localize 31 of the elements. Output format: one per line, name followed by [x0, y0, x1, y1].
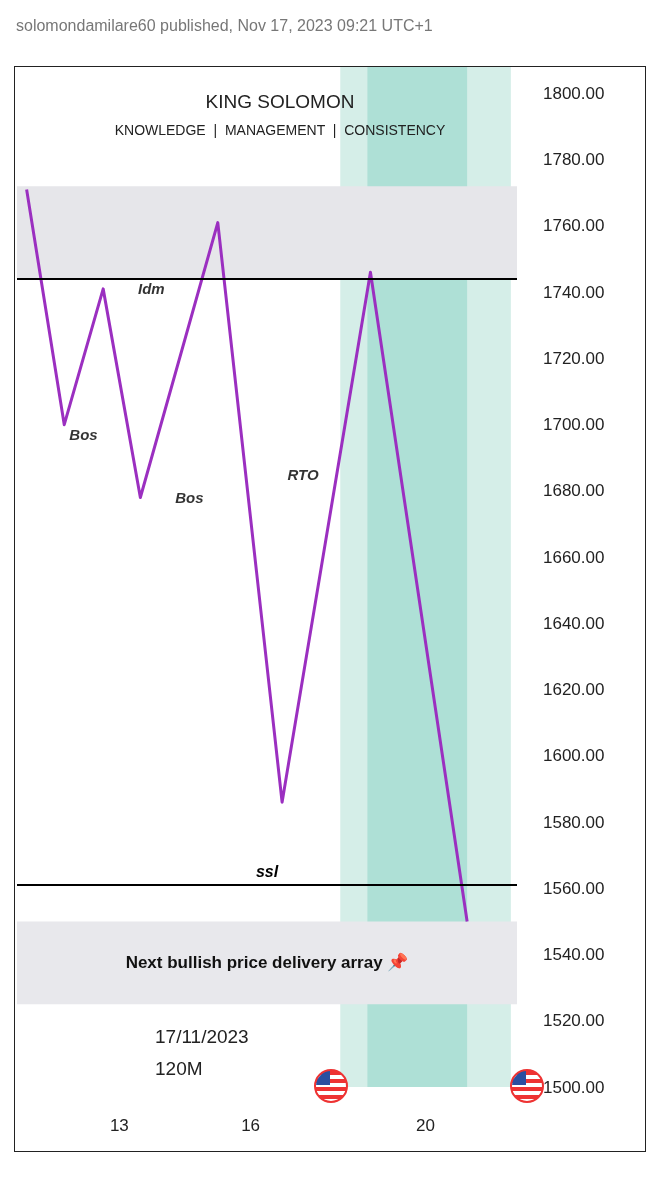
line-series: [25, 188, 469, 923]
text: KNOWLEDGE | MANAGEMENT | CONSISTENCY: [114, 122, 446, 138]
y-tick-label: 1560.00: [543, 878, 605, 898]
y-tick-label: 1680.00: [543, 481, 605, 501]
y-tick-label: 1600.00: [543, 746, 605, 766]
y-tick-label: 1580.00: [543, 812, 605, 832]
y-tick-label: 1720.00: [543, 348, 605, 368]
y-tick-label: 1740.00: [543, 282, 605, 302]
annotation: 120M: [155, 1058, 203, 1079]
y-tick-label: 1760.00: [543, 216, 605, 236]
band-label: Next bullish price delivery array 📌: [125, 952, 409, 973]
y-tick-label: 1700.00: [543, 415, 605, 435]
y-tick-label: 1540.00: [543, 945, 605, 965]
text: KING SOLOMON: [205, 91, 355, 112]
text: solomondamilare60 published, Nov 17, 2023 09:21 UTC+1: [16, 16, 434, 36]
annotation: RTO: [287, 465, 319, 483]
y-tick-label: 1800.00: [543, 83, 605, 103]
annotation: Bos: [69, 426, 98, 444]
ref-line-label: ssl: [255, 863, 279, 881]
y-tick-label: 1620.00: [543, 680, 605, 700]
annotation: 17/11/2023: [155, 1026, 249, 1047]
y-tick-label: 1660.00: [543, 547, 605, 567]
y-tick-label: 1520.00: [543, 1011, 605, 1031]
y-tick-label: 1780.00: [543, 150, 605, 170]
annotation: Bos: [175, 489, 204, 507]
x-tick-label: 13: [109, 1116, 129, 1135]
x-tick-label: 20: [416, 1116, 436, 1135]
x-tick-label: 16: [241, 1116, 261, 1135]
y-tick-label: 1500.00: [543, 1077, 605, 1097]
y-tick-label: 1640.00: [543, 613, 605, 633]
annotation: Idm: [137, 280, 165, 298]
